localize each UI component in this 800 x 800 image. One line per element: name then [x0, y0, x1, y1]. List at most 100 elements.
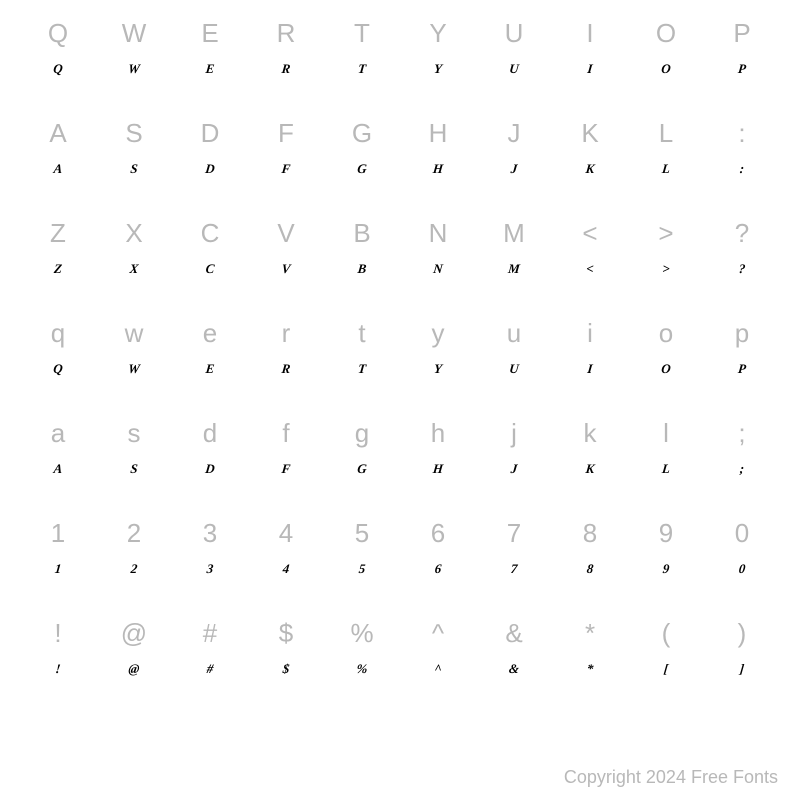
row-spacer	[476, 592, 552, 610]
row-spacer	[628, 292, 704, 310]
row-spacer	[324, 192, 400, 210]
reference-glyph: G	[324, 120, 400, 146]
sample-glyph: E	[171, 356, 250, 382]
sample-glyph: G	[323, 456, 402, 482]
reference-glyph: $	[248, 620, 324, 646]
row-spacer	[20, 492, 96, 510]
row-spacer	[628, 492, 704, 510]
sample-glyph: 1	[19, 556, 98, 582]
sample-glyph: F	[247, 456, 326, 482]
row-spacer	[172, 592, 248, 610]
reference-glyph: h	[400, 420, 476, 446]
sample-glyph: E	[171, 56, 250, 82]
sample-glyph: Q	[19, 56, 98, 82]
row-spacer	[248, 292, 324, 310]
reference-glyph: <	[552, 220, 628, 246]
sample-glyph: S	[95, 456, 174, 482]
sample-glyph: R	[247, 56, 326, 82]
sample-glyph: T	[323, 56, 402, 82]
sample-glyph: Y	[399, 356, 478, 382]
sample-glyph: X	[95, 256, 174, 282]
sample-glyph: I	[551, 56, 630, 82]
sample-glyph: N	[399, 256, 478, 282]
sample-glyph: !	[19, 656, 98, 682]
reference-glyph: N	[400, 220, 476, 246]
reference-glyph: @	[96, 620, 172, 646]
sample-glyph: ;	[703, 456, 782, 482]
row-spacer	[96, 92, 172, 110]
reference-glyph: 6	[400, 520, 476, 546]
row-spacer	[20, 292, 96, 310]
reference-glyph: i	[552, 320, 628, 346]
row-spacer	[20, 92, 96, 110]
reference-glyph: q	[20, 320, 96, 346]
reference-glyph: g	[324, 420, 400, 446]
sample-glyph: C	[171, 256, 250, 282]
row-spacer	[628, 392, 704, 410]
sample-glyph: Y	[399, 56, 478, 82]
reference-glyph: A	[20, 120, 96, 146]
row-spacer	[552, 392, 628, 410]
reference-glyph: 4	[248, 520, 324, 546]
row-spacer	[20, 392, 96, 410]
row-spacer	[96, 392, 172, 410]
sample-glyph: I	[551, 356, 630, 382]
row-spacer	[20, 192, 96, 210]
reference-glyph: 1	[20, 520, 96, 546]
sample-glyph: D	[171, 156, 250, 182]
sample-glyph: V	[247, 256, 326, 282]
reference-glyph: O	[628, 20, 704, 46]
reference-glyph: ?	[704, 220, 780, 246]
row-spacer	[552, 192, 628, 210]
reference-glyph: r	[248, 320, 324, 346]
row-spacer	[628, 92, 704, 110]
row-spacer	[552, 92, 628, 110]
row-spacer	[476, 192, 552, 210]
row-spacer	[172, 192, 248, 210]
reference-glyph: I	[552, 20, 628, 46]
reference-glyph: d	[172, 420, 248, 446]
reference-glyph: ^	[400, 620, 476, 646]
copyright-text: Copyright 2024 Free Fonts	[564, 767, 778, 788]
reference-glyph: 9	[628, 520, 704, 546]
reference-glyph: l	[628, 420, 704, 446]
row-spacer	[628, 592, 704, 610]
reference-glyph: p	[704, 320, 780, 346]
reference-glyph: a	[20, 420, 96, 446]
row-spacer	[400, 492, 476, 510]
sample-glyph: O	[627, 356, 706, 382]
reference-glyph: F	[248, 120, 324, 146]
row-spacer	[96, 292, 172, 310]
reference-glyph: J	[476, 120, 552, 146]
row-spacer	[324, 492, 400, 510]
row-spacer	[324, 392, 400, 410]
reference-glyph: f	[248, 420, 324, 446]
row-spacer	[324, 292, 400, 310]
sample-glyph: Q	[19, 356, 98, 382]
reference-glyph: 2	[96, 520, 172, 546]
sample-glyph: 4	[247, 556, 326, 582]
sample-glyph: H	[399, 456, 478, 482]
sample-glyph: :	[703, 156, 782, 182]
sample-glyph: F	[247, 156, 326, 182]
font-character-map: QWERTYUIOPQWERTYUIOPASDFGHJKL:ASDFGHJKL:…	[20, 20, 780, 682]
reference-glyph: W	[96, 20, 172, 46]
row-spacer	[552, 592, 628, 610]
reference-glyph: o	[628, 320, 704, 346]
reference-glyph: 7	[476, 520, 552, 546]
reference-glyph: !	[20, 620, 96, 646]
reference-glyph: H	[400, 120, 476, 146]
reference-glyph: 5	[324, 520, 400, 546]
reference-glyph: T	[324, 20, 400, 46]
sample-glyph: 2	[95, 556, 174, 582]
sample-glyph: 6	[399, 556, 478, 582]
row-spacer	[248, 592, 324, 610]
reference-glyph: %	[324, 620, 400, 646]
reference-glyph: &	[476, 620, 552, 646]
sample-glyph: U	[475, 356, 554, 382]
sample-glyph: W	[95, 56, 174, 82]
row-spacer	[324, 592, 400, 610]
sample-glyph: A	[19, 156, 98, 182]
sample-glyph: %	[323, 656, 402, 682]
reference-glyph: (	[628, 620, 704, 646]
